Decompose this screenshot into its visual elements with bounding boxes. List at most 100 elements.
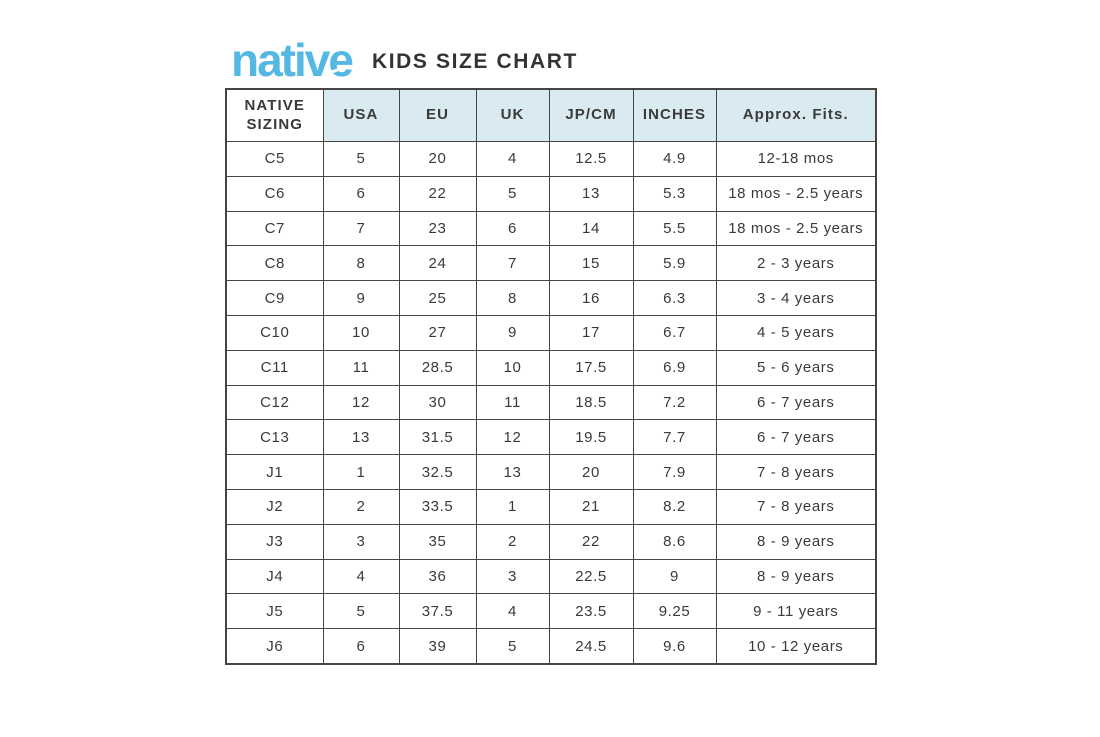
cell: J4	[225, 558, 324, 595]
cell: 31.5	[398, 419, 477, 456]
cell: C5	[225, 141, 324, 177]
cell: 9 - 11 years	[715, 593, 877, 630]
cell: 21	[548, 488, 634, 525]
cell: J2	[225, 488, 324, 525]
cell: C8	[225, 245, 324, 282]
table-row: J4 4 36 3 22.5 9 8 - 9 years	[225, 558, 877, 595]
table-header-row: NATIVE SIZING USA EU UK JP/CM INCHES Approx. F…	[225, 88, 877, 142]
cell: 3 - 4 years	[715, 280, 877, 316]
column-header: EU	[398, 88, 477, 142]
cell: 7 - 8 years	[715, 454, 877, 490]
cell: 5.9	[632, 245, 717, 282]
table-row: C7 7 23 6 14 5.5 18 mos - 2.5 years	[225, 210, 877, 247]
cell: 7.2	[632, 384, 717, 421]
cell: 13	[475, 454, 550, 490]
cell: 37.5	[398, 593, 477, 630]
cell: J5	[225, 593, 324, 630]
native-logo-text: native	[231, 34, 354, 86]
cell: C11	[225, 349, 324, 386]
cell: 22.5	[548, 558, 634, 595]
cell: 35	[398, 523, 477, 560]
cell: 8.6	[632, 523, 717, 560]
cell: J6	[225, 628, 324, 665]
cell: 5	[322, 593, 400, 630]
cell: 17	[548, 314, 634, 351]
column-header: INCHES	[632, 88, 717, 142]
cell: 8 - 9 years	[715, 558, 877, 595]
cell: 10 - 12 years	[715, 628, 877, 665]
cell: 19.5	[548, 419, 634, 456]
kids-size-chart-table: NATIVE SIZING USA EU UK JP/CM INCHES Approx. F…	[225, 88, 877, 665]
cell: 18.5	[548, 384, 634, 421]
cell: 6.7	[632, 314, 717, 351]
cell: 8	[322, 245, 400, 282]
cell: 17.5	[548, 349, 634, 386]
cell: 5	[475, 175, 550, 212]
cell: 2	[322, 488, 400, 525]
cell: 1	[475, 488, 550, 525]
cell: 5	[475, 628, 550, 665]
cell: 9.25	[632, 593, 717, 630]
cell: 32.5	[398, 454, 477, 490]
table-row: J1 1 32.5 13 20 7.9 7 - 8 years	[225, 454, 877, 490]
cell: 10	[475, 349, 550, 386]
table-row: C9 9 25 8 16 6.3 3 - 4 years	[225, 280, 877, 316]
column-header: NATIVE SIZING	[225, 88, 324, 142]
cell: C6	[225, 175, 324, 212]
cell: 12-18 mos	[715, 141, 877, 177]
cell: 24	[398, 245, 477, 282]
table-row: C12 12 30 11 18.5 7.2 6 - 7 years	[225, 384, 877, 421]
cell: 23	[398, 210, 477, 247]
table-row: C13 13 31.5 12 19.5 7.7 6 - 7 years	[225, 419, 877, 456]
cell: 20	[548, 454, 634, 490]
cell: 23.5	[548, 593, 634, 630]
cell: 4 - 5 years	[715, 314, 877, 351]
cell: 24.5	[548, 628, 634, 665]
page-title: KIDS SIZE CHART	[371, 50, 578, 73]
cell: 13	[322, 419, 400, 456]
cell: 8 - 9 years	[715, 523, 877, 560]
cell: 6 - 7 years	[715, 419, 877, 456]
cell: 4	[475, 141, 550, 177]
table-row: C6 6 22 5 13 5.3 18 mos - 2.5 years	[225, 175, 877, 212]
table-header: NATIVE SIZING USA EU UK JP/CM INCHES Approx. F…	[225, 88, 877, 142]
cell: 12	[322, 384, 400, 421]
cell: J3	[225, 523, 324, 560]
native-logo: native	[231, 37, 358, 83]
cell: 8.2	[632, 488, 717, 525]
cell: 3	[475, 558, 550, 595]
cell: 36	[398, 558, 477, 595]
table-row: J5 5 37.5 4 23.5 9.25 9 - 11 years	[225, 593, 877, 630]
table-row: C8 8 24 7 15 5.9 2 - 3 years	[225, 245, 877, 282]
table-body: C5 5 20 4 12.5 4.9 12-18 mos C6 6 22 5 13 5.3 18 mos …	[225, 141, 877, 665]
cell: 15	[548, 245, 634, 282]
cell: 1	[322, 454, 400, 490]
cell: 7.9	[632, 454, 717, 490]
cell: C7	[225, 210, 324, 247]
column-header: JP/CM	[548, 88, 634, 142]
cell: 11	[322, 349, 400, 386]
brand-header: native KIDS SIZE CHART	[231, 36, 578, 84]
cell: J1	[225, 454, 324, 490]
cell: 28.5	[398, 349, 477, 386]
cell: C9	[225, 280, 324, 316]
table-row: J3 3 35 2 22 8.6 8 - 9 years	[225, 523, 877, 560]
cell: 3	[322, 523, 400, 560]
cell: 22	[548, 523, 634, 560]
cell: 39	[398, 628, 477, 665]
cell: 5.3	[632, 175, 717, 212]
cell: 16	[548, 280, 634, 316]
cell: C12	[225, 384, 324, 421]
cell: 14	[548, 210, 634, 247]
cell: 6	[475, 210, 550, 247]
cell: 4	[322, 558, 400, 595]
cell: 6 - 7 years	[715, 384, 877, 421]
cell: 10	[322, 314, 400, 351]
cell: 6.9	[632, 349, 717, 386]
cell: 2 - 3 years	[715, 245, 877, 282]
cell: 20	[398, 141, 477, 177]
cell: 18 mos - 2.5 years	[715, 210, 877, 247]
cell: 9.6	[632, 628, 717, 665]
cell: 25	[398, 280, 477, 316]
